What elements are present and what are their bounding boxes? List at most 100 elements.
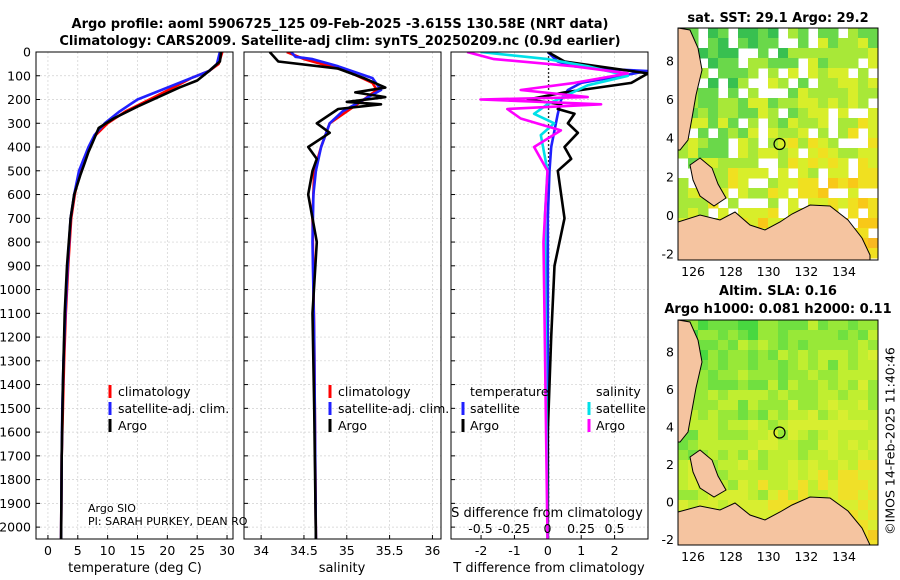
map-cell [698, 118, 709, 129]
map-cell [828, 138, 839, 149]
map-cell [778, 178, 789, 189]
map-cell [688, 490, 699, 501]
map-cell [788, 68, 799, 79]
map-cell [708, 430, 719, 441]
map-cell [748, 88, 759, 99]
map-cell [848, 380, 859, 391]
map-cell [808, 138, 819, 149]
map-cell [858, 68, 869, 79]
map-cell [738, 38, 749, 49]
map-cell [768, 28, 779, 39]
map-cell [778, 128, 789, 139]
map-cell [698, 88, 709, 99]
map-cell [708, 28, 719, 39]
map-cell [838, 450, 849, 461]
map-cell [868, 350, 878, 361]
map-cell [738, 138, 749, 149]
map-cell [868, 148, 878, 159]
map-cell [718, 330, 729, 341]
legend-label-climatology: climatology [118, 384, 191, 399]
map-cell [728, 470, 739, 481]
map-cell [828, 430, 839, 441]
map-cell [858, 410, 869, 421]
map-cell [738, 370, 749, 381]
map-cell [808, 460, 819, 471]
map-cell [798, 78, 809, 89]
map-cell [828, 38, 839, 49]
depth-tick-label: 1000 [0, 282, 31, 297]
map-cell [758, 370, 769, 381]
map-cell [708, 320, 719, 331]
salinity-lines [268, 52, 387, 539]
map-cell [708, 390, 719, 401]
map-cell [838, 320, 849, 331]
map-cell [748, 350, 759, 361]
map-cell [708, 350, 719, 361]
depth-tick-label: 300 [7, 116, 31, 131]
map-cell [728, 460, 739, 471]
lat-tick-label: 0 [666, 494, 674, 509]
map-cell [748, 98, 759, 109]
map-cell [738, 420, 749, 431]
map-cell [748, 58, 759, 69]
sla-argo-marker [773, 426, 786, 439]
map-cell [748, 450, 759, 461]
map-cell [858, 78, 869, 89]
depth-tick-label: 1900 [0, 496, 31, 511]
map-cell [688, 148, 699, 159]
map-cell [818, 430, 829, 441]
map-cell [858, 88, 869, 99]
map-cell [798, 320, 809, 331]
map-cell [748, 480, 759, 491]
map-cell [828, 68, 839, 79]
map-cell [838, 118, 849, 129]
map-cell [748, 128, 759, 139]
map-cell [708, 48, 719, 59]
map-cell [778, 450, 789, 461]
map-cell [798, 98, 809, 109]
map-cell [758, 410, 769, 421]
map-cell [708, 148, 719, 159]
map-cell [858, 520, 869, 531]
map-cell [708, 410, 719, 421]
map-cell [858, 420, 869, 431]
map-cell [758, 350, 769, 361]
map-cell [708, 340, 719, 351]
legend-label-argo: Argo [118, 418, 147, 433]
map-cell [768, 108, 779, 119]
map-cell [858, 48, 869, 59]
map-cell [838, 158, 849, 169]
map-cell [788, 158, 799, 169]
map-cell [798, 400, 809, 411]
map-cell [788, 138, 799, 149]
t-difference-tick-labels: -2 -1 0 1 2 [475, 543, 619, 558]
map-cell [718, 390, 729, 401]
map-cell [818, 68, 829, 79]
map-cell [848, 420, 859, 431]
map-cell [738, 188, 749, 199]
map-cell [758, 148, 769, 159]
x-tick-label: 1 [577, 543, 585, 558]
map-cell [728, 400, 739, 411]
map-cell [768, 128, 779, 139]
map-cell [778, 400, 789, 411]
map-cell [738, 98, 749, 109]
map-cell [868, 460, 878, 471]
map-cell [808, 178, 819, 189]
map-cell [848, 98, 859, 109]
series-line [546, 52, 648, 539]
x-tick-label: -1 [508, 543, 520, 558]
temperature-axes-frame [35, 51, 234, 540]
depth-tick-label: 1100 [0, 306, 31, 321]
map-cell [828, 148, 839, 159]
map-cell [748, 370, 759, 381]
legend-label-climatology: climatology [338, 384, 411, 399]
legend-label-s-satellite: satellite [596, 401, 646, 416]
map-cell [808, 410, 819, 421]
imos-timestamp-text: ©IMOS 14-Feb-2025 11:40:46 [882, 346, 898, 535]
map-cell [868, 248, 878, 259]
map-cell [778, 340, 789, 351]
map-cell [848, 48, 859, 59]
map-cell [738, 108, 749, 119]
depth-tick-label: 1200 [0, 330, 31, 345]
